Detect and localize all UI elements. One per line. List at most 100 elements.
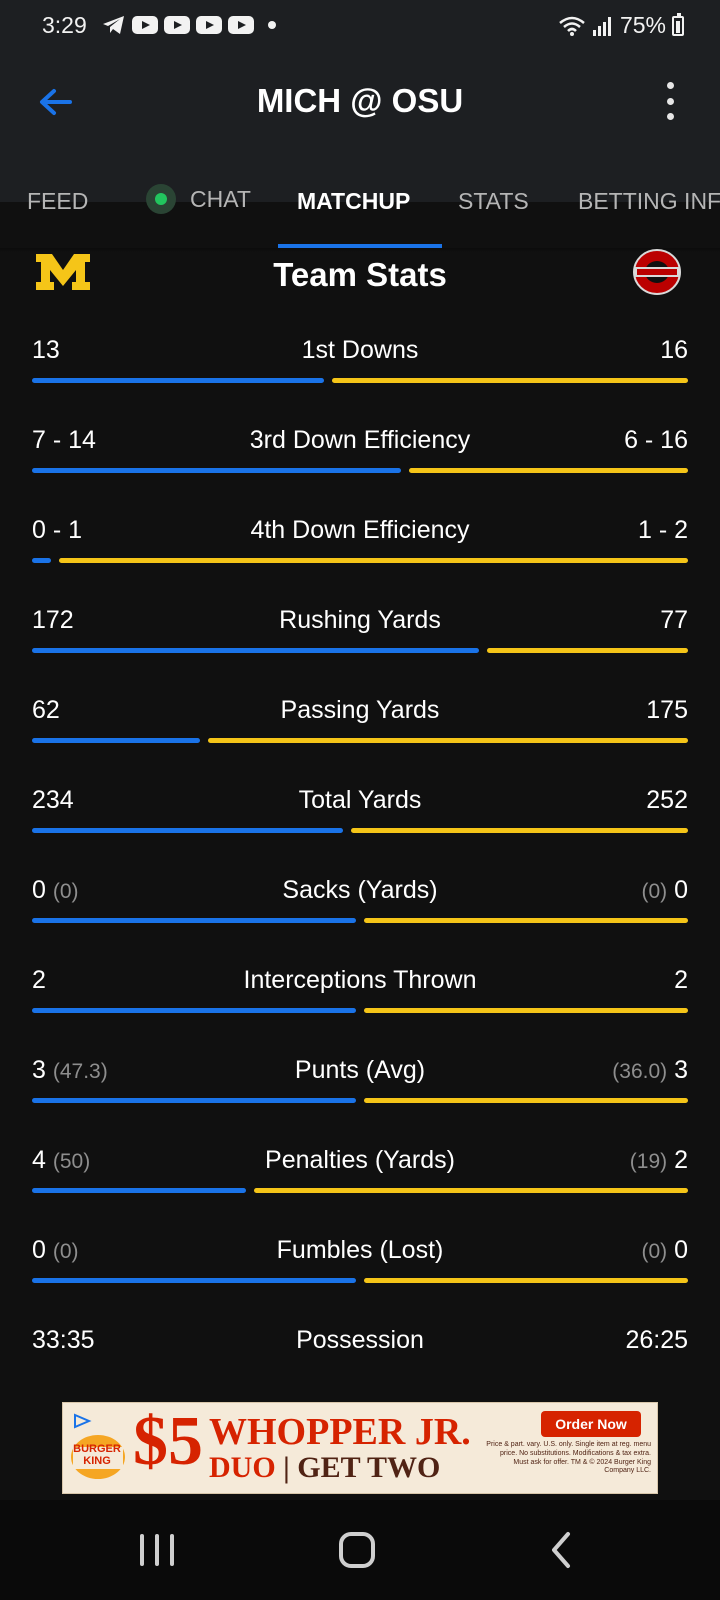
stat-label: Punts (Avg) bbox=[294, 1056, 426, 1084]
stat-label: Penalties (Yards) bbox=[265, 1146, 455, 1174]
home-icon[interactable] bbox=[339, 1532, 375, 1568]
ad-fine-print: Price & part. vary. U.S. only. Single it… bbox=[486, 1441, 651, 1475]
right-team-value: 2 bbox=[674, 1146, 688, 1174]
stat-left-value: 0 - 1 bbox=[32, 516, 82, 545]
left-team-bar bbox=[32, 1098, 356, 1103]
arrow-left-icon[interactable] bbox=[36, 82, 76, 122]
tab-feed[interactable]: FEED bbox=[27, 188, 88, 215]
right-team-value: 252 bbox=[646, 786, 688, 814]
back-icon[interactable] bbox=[546, 1530, 576, 1570]
more-vertical-icon[interactable] bbox=[662, 82, 678, 120]
more-notifications-dot-icon bbox=[268, 21, 276, 29]
left-team-subvalue: (47.3) bbox=[52, 1060, 108, 1083]
page-title: MICH @ OSU bbox=[256, 82, 464, 119]
ad-subheadline-separator: | bbox=[283, 1451, 290, 1484]
right-team-subvalue: (0) bbox=[641, 1240, 668, 1263]
stat-left-value: 2 bbox=[32, 966, 46, 995]
battery-percent: 75% bbox=[619, 12, 666, 38]
notification-icons bbox=[102, 15, 276, 35]
stat-left-value: 0 (0) bbox=[32, 1236, 79, 1265]
stat-left-value: 4 (50) bbox=[32, 1146, 90, 1175]
right-team-bar bbox=[351, 828, 688, 833]
stat-right-value: (36.0) 3 bbox=[612, 1056, 688, 1085]
right-team-subvalue: (19) bbox=[629, 1150, 668, 1173]
stat-label: 3rd Down Efficiency bbox=[249, 426, 471, 454]
left-team-bar bbox=[32, 378, 324, 383]
left-team-value: 4 bbox=[32, 1146, 46, 1174]
stat-row: 13 1st Downs 16 bbox=[0, 336, 720, 426]
right-team-bar bbox=[254, 1188, 688, 1193]
tab-feed-label: FEED bbox=[27, 188, 89, 214]
stat-right-value: 1 - 2 bbox=[638, 516, 688, 545]
right-team-subvalue: (0) bbox=[641, 880, 668, 903]
ad-subheadline: DUO | GET TWO bbox=[209, 1453, 440, 1483]
signal-icon bbox=[592, 16, 611, 36]
live-indicator-icon bbox=[146, 184, 176, 214]
ad-brand: BURGER KING bbox=[73, 1443, 121, 1468]
team-stats-title: Team Stats bbox=[273, 256, 447, 293]
stat-row: 3 (47.3) Punts (Avg) (36.0) 3 bbox=[0, 1056, 720, 1146]
stat-left-value: 7 - 14 bbox=[32, 426, 96, 455]
right-team-subvalue: (36.0) bbox=[612, 1060, 668, 1083]
right-team-bar bbox=[364, 1098, 688, 1103]
burger-king-logo-icon bbox=[71, 1413, 125, 1479]
stat-right-value: 16 bbox=[660, 336, 688, 365]
left-team-bar bbox=[32, 918, 356, 923]
left-team-bar bbox=[32, 648, 479, 653]
stat-label: Passing Yards bbox=[280, 696, 440, 724]
right-team-value: 175 bbox=[646, 696, 688, 724]
tab-chat[interactable]: CHAT bbox=[146, 184, 251, 216]
tab-betting-info[interactable]: BETTING INFO bbox=[578, 188, 720, 215]
left-team-bar bbox=[32, 468, 401, 473]
stat-left-value: 234 bbox=[32, 786, 74, 815]
right-team-bar bbox=[487, 648, 688, 653]
status-time: 3:29 bbox=[42, 12, 87, 38]
right-team-value: 77 bbox=[660, 606, 688, 634]
ad-subheadline-a: DUO bbox=[209, 1451, 276, 1484]
tab-betting-info-label: BETTING INFO bbox=[578, 188, 720, 214]
stat-right-value: (0) 0 bbox=[641, 1236, 688, 1265]
left-team-value: 0 bbox=[32, 1236, 46, 1264]
stat-row: 2 Interceptions Thrown 2 bbox=[0, 966, 720, 1056]
app-header: MICH @ OSU bbox=[0, 52, 720, 202]
right-team-bar bbox=[409, 468, 688, 473]
stat-right-value: 26:25 bbox=[625, 1326, 688, 1355]
stat-right-value: 252 bbox=[646, 786, 688, 815]
left-team-bar bbox=[32, 1278, 356, 1283]
right-team-value: 6 - 16 bbox=[624, 426, 688, 454]
left-team-subvalue: (0) bbox=[52, 880, 79, 903]
order-now-button[interactable]: Order Now bbox=[541, 1411, 641, 1437]
stat-row: 7 - 14 3rd Down Efficiency 6 - 16 bbox=[0, 426, 720, 516]
left-team-bar bbox=[32, 828, 343, 833]
tab-stats-label: STATS bbox=[458, 188, 529, 214]
left-team-value: 33:35 bbox=[32, 1326, 95, 1354]
wifi-icon bbox=[559, 16, 585, 36]
left-team-value: 3 bbox=[32, 1056, 46, 1084]
telegram-icon bbox=[103, 16, 124, 34]
stat-row: 4 (50) Penalties (Yards) (19) 2 bbox=[0, 1146, 720, 1236]
left-team-value: 7 - 14 bbox=[32, 426, 96, 454]
stat-label: Possession bbox=[296, 1326, 424, 1354]
stat-row: 33:35 Possession 26:25 bbox=[0, 1326, 720, 1416]
tab-chat-label: CHAT bbox=[190, 186, 251, 213]
tab-matchup[interactable]: MATCHUP bbox=[297, 188, 410, 215]
left-team-bar bbox=[32, 738, 200, 743]
right-team-value: 0 bbox=[674, 876, 688, 904]
right-team-bar bbox=[332, 378, 688, 383]
recent-apps-icon[interactable] bbox=[140, 1534, 174, 1566]
left-team-value: 172 bbox=[32, 606, 74, 634]
left-team-value: 13 bbox=[32, 336, 60, 364]
stat-row: 0 (0) Fumbles (Lost) (0) 0 bbox=[0, 1236, 720, 1326]
ad-subheadline-b: GET TWO bbox=[297, 1451, 441, 1484]
stat-label: 4th Down Efficiency bbox=[250, 516, 470, 544]
stat-left-value: 0 (0) bbox=[32, 876, 79, 905]
left-team-subvalue: (50) bbox=[52, 1150, 91, 1173]
stat-left-value: 13 bbox=[32, 336, 60, 365]
left-team-bar bbox=[32, 1008, 356, 1013]
tab-stats[interactable]: STATS bbox=[458, 188, 529, 215]
right-team-value: 0 bbox=[674, 1236, 688, 1264]
stat-label: Fumbles (Lost) bbox=[276, 1236, 444, 1264]
stat-label: Rushing Yards bbox=[279, 606, 441, 634]
ad-banner[interactable]: BURGER KING $5 WHOPPER JR. DUO | GET TWO… bbox=[62, 1402, 658, 1494]
system-nav-bar bbox=[0, 1500, 720, 1600]
